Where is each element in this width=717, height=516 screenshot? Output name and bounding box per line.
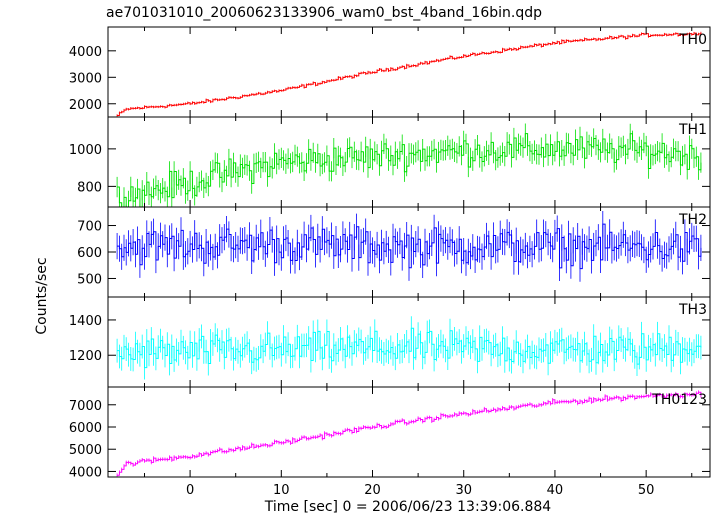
- series-line-th0123: [117, 391, 702, 476]
- series-label-th3: TH3: [678, 302, 707, 318]
- y-tick-label: 700: [77, 220, 102, 235]
- y-tick-label: 1400: [69, 314, 102, 329]
- panel-th2: 500 600 700 TH2: [77, 206, 711, 298]
- y-tick-label: 6000: [69, 421, 102, 436]
- panel-th0123: 4000 5000 6000 7000 TH0123: [69, 386, 711, 480]
- y-axis-label: Counts/sec: [34, 257, 50, 334]
- error-bars-th0: [116, 31, 702, 117]
- series-label-th0123: TH0123: [651, 392, 707, 408]
- y-tick-label: 1000: [69, 143, 102, 158]
- y-tick-label: 5000: [69, 443, 102, 458]
- y-tick-label: 4000: [69, 45, 102, 60]
- x-tick-label: 40: [547, 483, 564, 498]
- y-tick-label: 4000: [69, 465, 102, 480]
- panel-th3: 1200 1400 TH3: [69, 296, 711, 388]
- y-tick-label: 3000: [69, 71, 102, 86]
- series-line-th1: [117, 133, 702, 207]
- x-tick-label: 50: [638, 483, 655, 498]
- y-tick-label: 600: [77, 246, 102, 261]
- error-bars-th1: [116, 123, 702, 207]
- panel-frame: [107, 26, 711, 118]
- panel-th1: 800 1000 TH1: [69, 116, 711, 208]
- x-tick-label: 10: [273, 483, 290, 498]
- y-tick-label: 7000: [69, 399, 102, 414]
- x-tick-label: 30: [455, 483, 472, 498]
- x-tick-label: 0: [186, 483, 194, 498]
- series-line-th2: [117, 223, 702, 270]
- y-tick-label: 2000: [69, 98, 102, 113]
- error-bars-th0123: [116, 390, 702, 477]
- series-line-th0: [117, 32, 702, 116]
- series-label-th1: TH1: [678, 122, 707, 138]
- panel-th0: 2000 3000 4000 TH0: [69, 26, 711, 118]
- y-tick-label: 800: [77, 180, 102, 195]
- series-line-th3: [117, 327, 702, 369]
- panel-frame: [107, 386, 711, 478]
- x-tick-label: 20: [364, 483, 381, 498]
- y-tick-label: 1200: [69, 349, 102, 364]
- chart-title: ae701031010_20060623133906_wam0_bst_4ban…: [106, 5, 542, 21]
- x-axis-label: Time [sec] 0 = 2006/06/23 13:39:06.884: [264, 499, 552, 515]
- series-label-th0: TH0: [678, 32, 707, 48]
- y-tick-label: 500: [77, 272, 102, 287]
- series-label-th2: TH2: [678, 212, 707, 228]
